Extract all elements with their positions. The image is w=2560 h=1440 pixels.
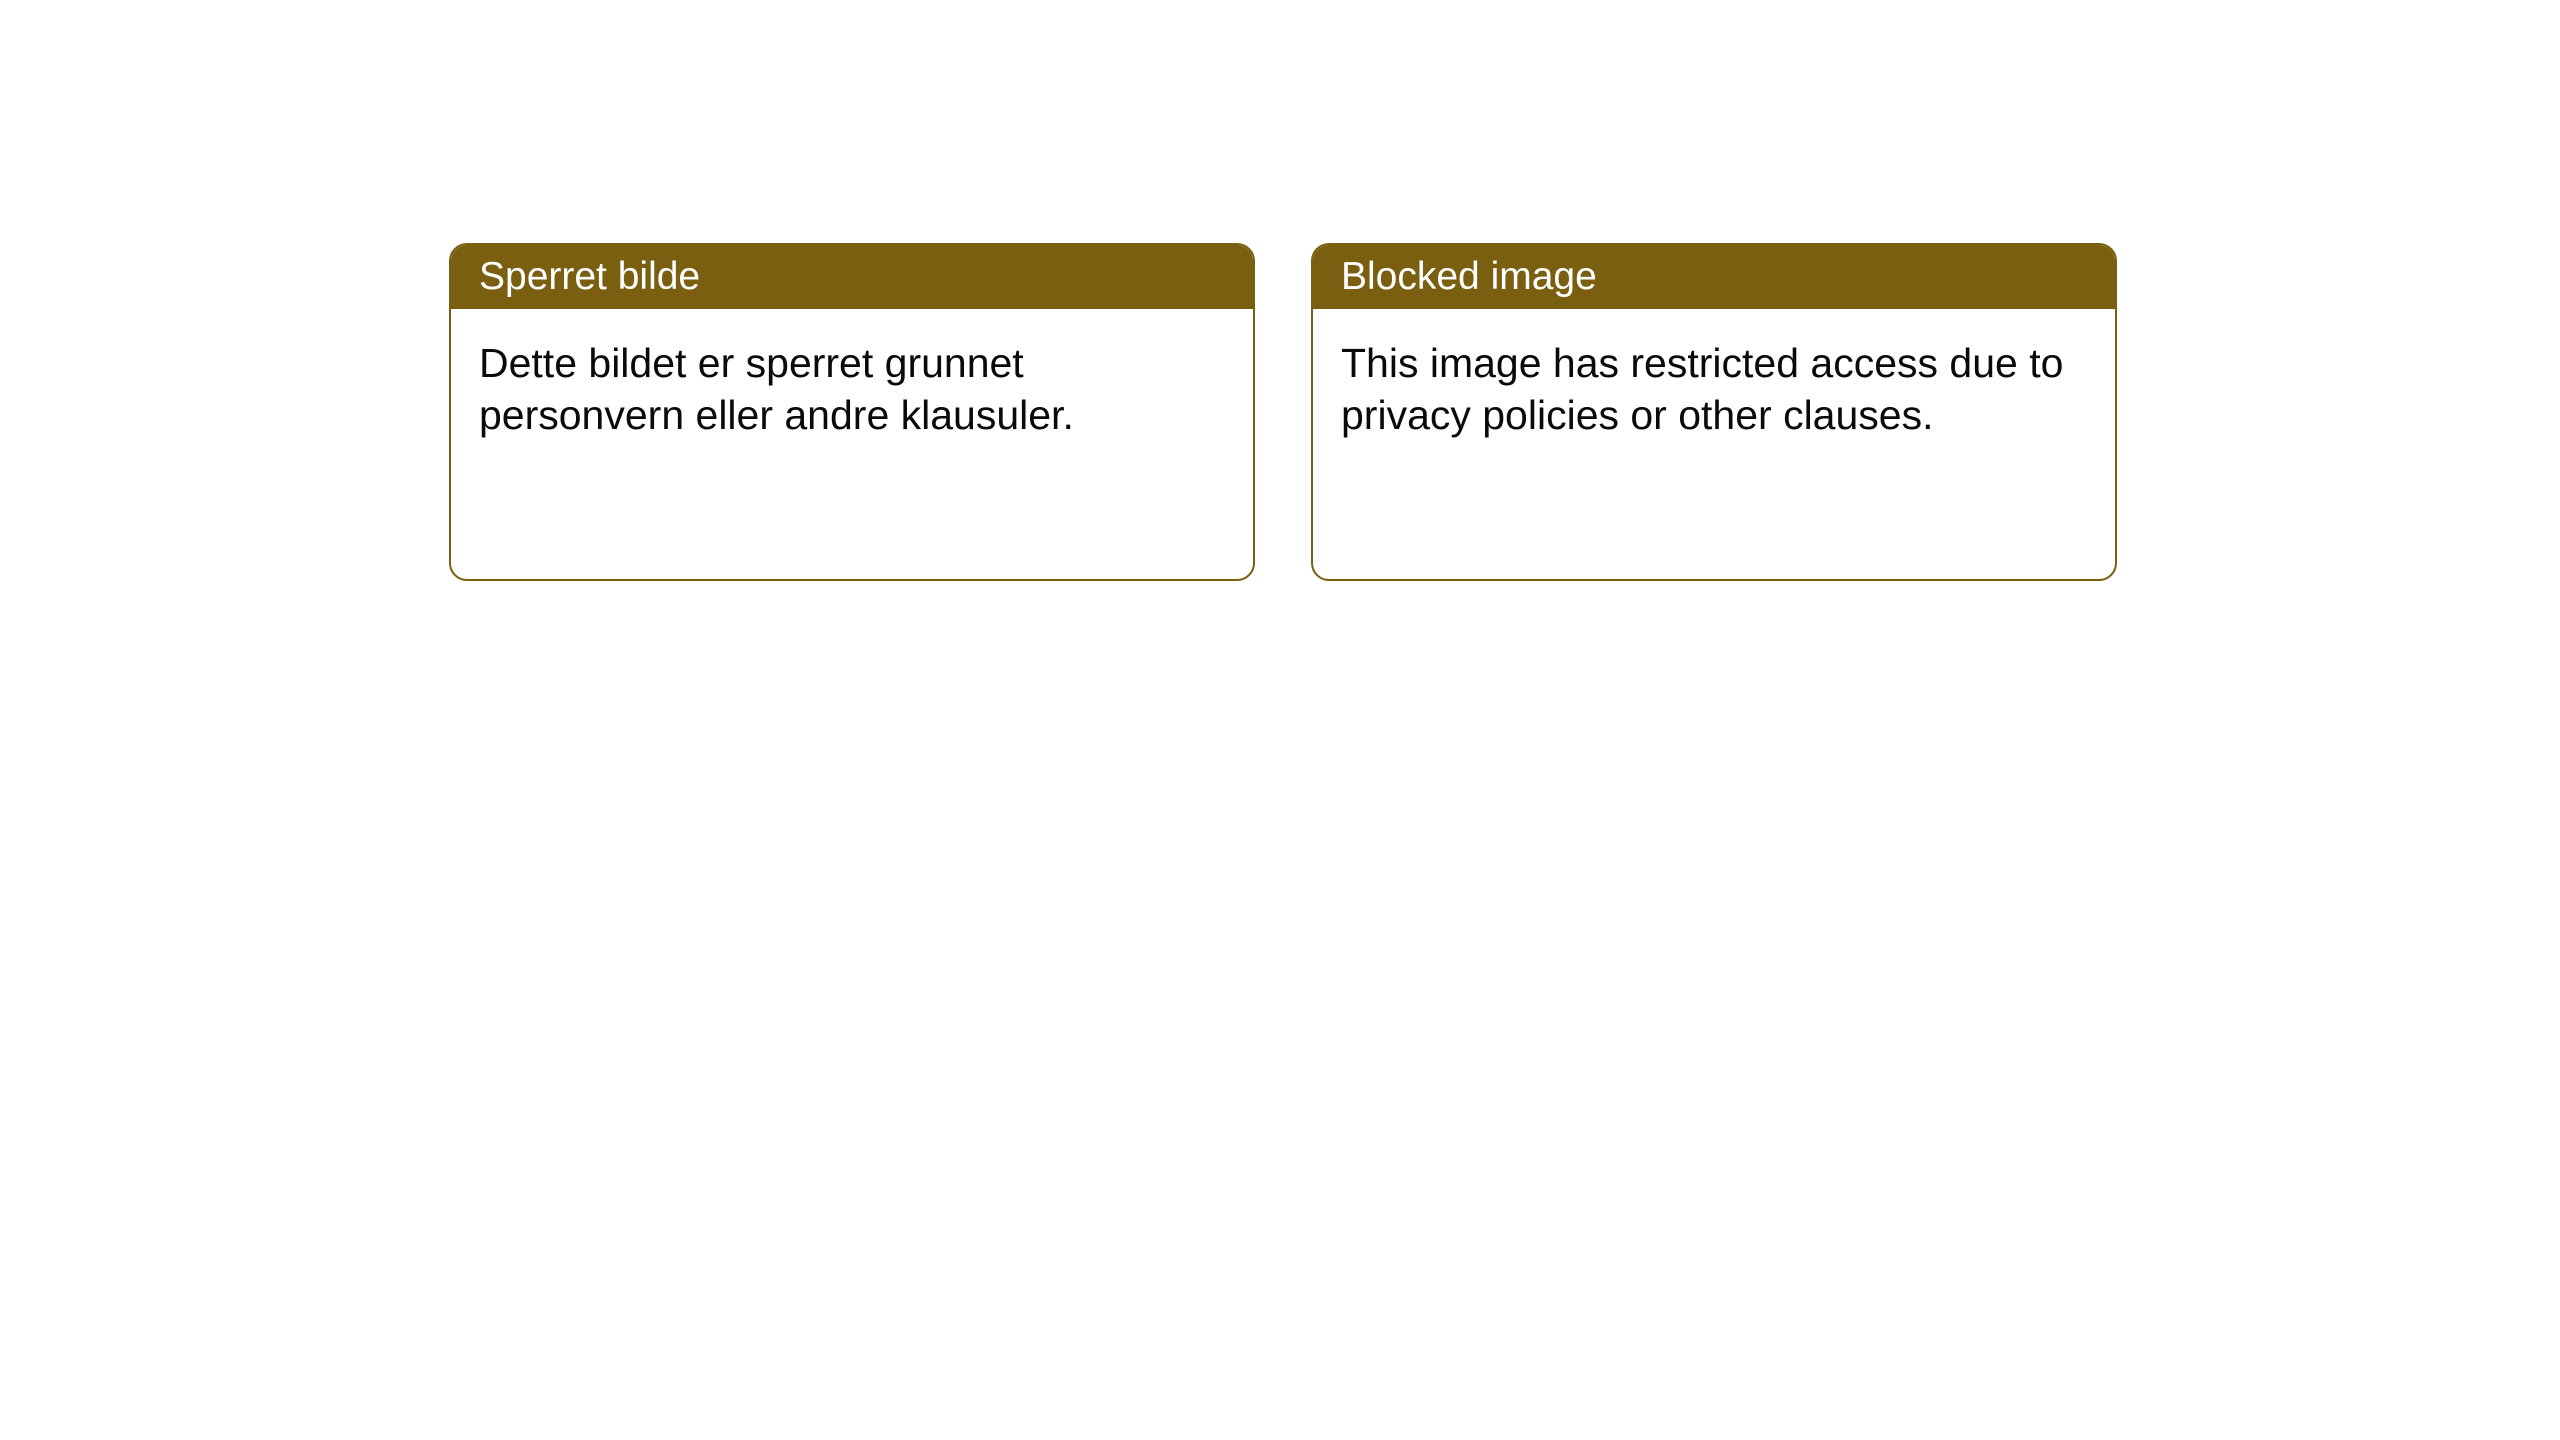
- card-header-en: Blocked image: [1313, 245, 2115, 309]
- notice-container: Sperret bilde Dette bildet er sperret gr…: [0, 0, 2560, 581]
- card-title-en: Blocked image: [1341, 255, 1597, 298]
- card-body-text-no: Dette bildet er sperret grunnet personve…: [479, 340, 1074, 438]
- card-body-en: This image has restricted access due to …: [1313, 309, 2115, 579]
- card-header-no: Sperret bilde: [451, 245, 1253, 309]
- card-title-no: Sperret bilde: [479, 255, 700, 298]
- notice-card-en: Blocked image This image has restricted …: [1311, 243, 2117, 581]
- card-body-text-en: This image has restricted access due to …: [1341, 340, 2063, 438]
- card-body-no: Dette bildet er sperret grunnet personve…: [451, 309, 1253, 579]
- notice-card-no: Sperret bilde Dette bildet er sperret gr…: [449, 243, 1255, 581]
